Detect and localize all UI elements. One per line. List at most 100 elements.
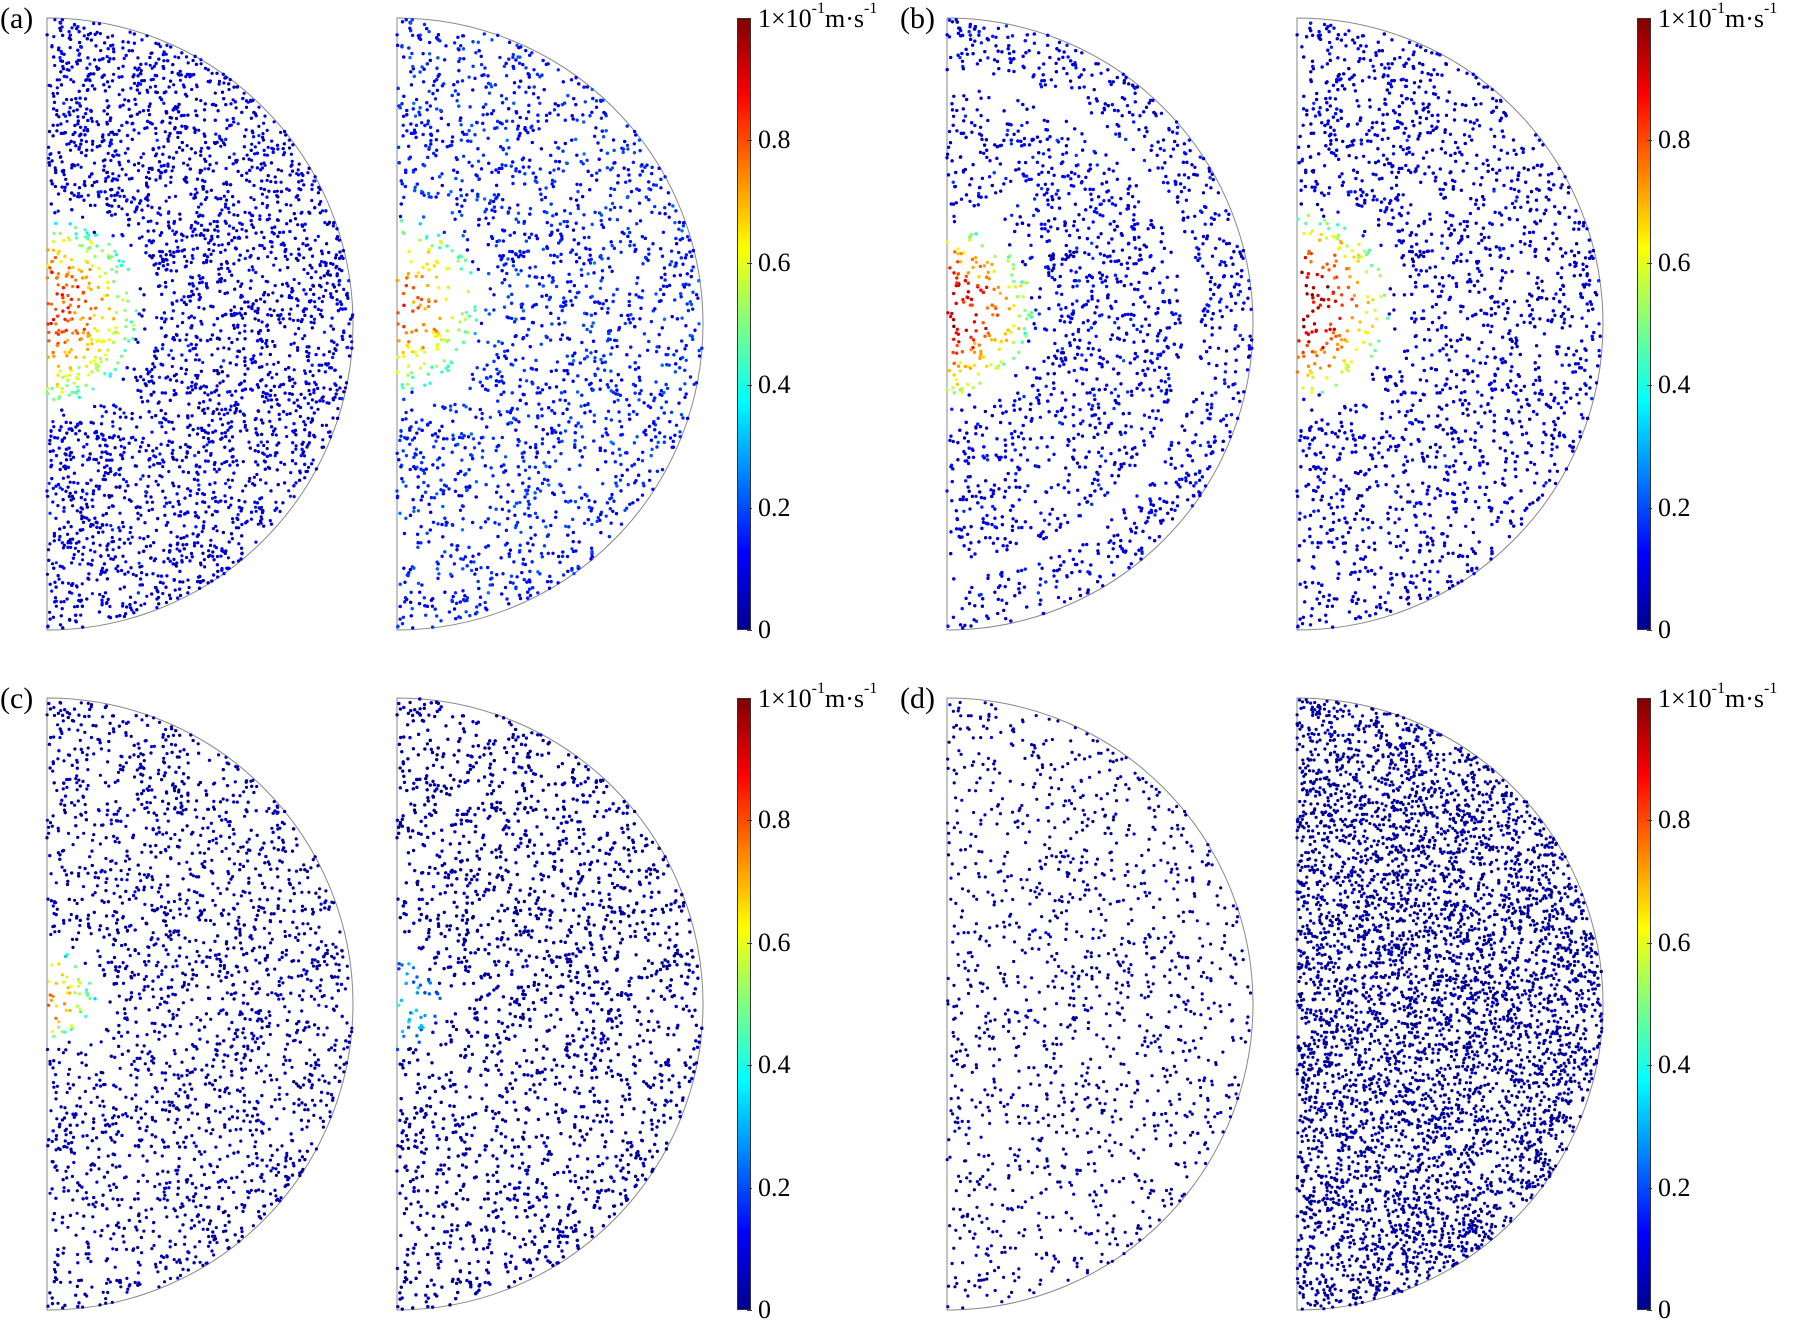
- particle-point: [233, 403, 237, 407]
- particle-point: [176, 324, 180, 328]
- particle-point: [61, 498, 65, 502]
- particle-point: [62, 300, 66, 304]
- particle-point: [202, 492, 206, 497]
- particle-point: [220, 547, 224, 551]
- panel-0: (a) 1×10-1m·s-1 0 0.2 0.4 0.6 0.8: [0, 0, 900, 660]
- particle-point: [141, 152, 146, 156]
- particle-point: [209, 259, 213, 263]
- particle-point: [59, 49, 63, 54]
- particle-point: [166, 139, 170, 143]
- particle-point: [172, 557, 176, 562]
- particle-point: [281, 230, 285, 234]
- particle-point: [259, 162, 263, 166]
- particle-point: [256, 385, 261, 389]
- particle-point: [218, 289, 222, 293]
- particle-point: [262, 121, 266, 125]
- particle-point: [193, 195, 197, 200]
- particle-point: [63, 452, 67, 456]
- particle-point: [314, 400, 318, 404]
- particle-point: [264, 395, 268, 399]
- particle-point: [242, 145, 246, 149]
- particle-point: [109, 142, 113, 146]
- particle-point: [85, 231, 89, 235]
- particle-point: [189, 260, 193, 265]
- particle-point: [75, 585, 79, 589]
- particle-point: [163, 513, 167, 517]
- particle-point: [223, 445, 227, 449]
- particle-point: [79, 165, 83, 169]
- particle-point: [138, 287, 142, 291]
- particle-point: [58, 231, 62, 236]
- particle-point: [256, 443, 260, 447]
- particle-point: [199, 561, 203, 565]
- particle-point: [270, 245, 274, 249]
- particle-point: [191, 247, 195, 251]
- particle-point: [199, 62, 203, 66]
- particle-point: [202, 558, 206, 562]
- particle-point: [212, 369, 216, 373]
- particle-point: [85, 505, 89, 509]
- particle-point: [79, 598, 83, 602]
- particle-point: [69, 545, 73, 550]
- particle-point: [55, 382, 60, 386]
- particle-point: [333, 382, 337, 386]
- particle-point: [92, 313, 96, 318]
- particle-point: [95, 30, 99, 34]
- particle-point: [278, 509, 282, 514]
- particle-point: [249, 213, 254, 217]
- particle-point: [232, 85, 236, 89]
- particle-point: [167, 353, 171, 357]
- particle-point: [108, 144, 112, 148]
- particle-point: [180, 298, 184, 302]
- particle-point: [114, 567, 118, 571]
- particle-point: [205, 443, 209, 447]
- particle-point: [237, 258, 241, 262]
- particle-point: [150, 430, 154, 434]
- particle-point: [183, 179, 187, 183]
- particle-point: [130, 137, 134, 141]
- particle-point: [230, 537, 234, 541]
- particle-point: [337, 238, 341, 242]
- particle-point: [327, 220, 331, 224]
- particle-point: [258, 497, 262, 501]
- particle-point: [201, 360, 205, 365]
- particle-point: [347, 322, 351, 326]
- particle-point: [103, 190, 107, 194]
- particle-point: [207, 167, 211, 171]
- particle-point: [70, 390, 74, 394]
- particle-point: [60, 18, 64, 22]
- particle-point: [207, 549, 211, 553]
- particle-point: [186, 163, 190, 167]
- particle-point: [175, 150, 179, 154]
- particle-point: [129, 436, 134, 440]
- particle-point: [302, 267, 306, 272]
- particle-point: [77, 395, 81, 399]
- particle-point: [122, 541, 126, 545]
- particle-point: [57, 115, 61, 119]
- particle-point: [187, 282, 192, 286]
- particle-point: [78, 96, 82, 100]
- particle-point: [239, 307, 243, 311]
- particle-point: [310, 183, 314, 187]
- particle-point: [223, 248, 227, 252]
- particle-point: [271, 339, 275, 344]
- particle-point: [188, 349, 192, 353]
- particle-point: [211, 550, 215, 554]
- particle-point: [93, 516, 97, 520]
- particle-point: [114, 310, 119, 315]
- particle-point: [310, 462, 314, 466]
- particle-point: [130, 411, 134, 416]
- particle-point: [313, 175, 317, 179]
- particle-point: [334, 392, 338, 396]
- particle-point: [281, 382, 286, 386]
- particle-point: [175, 299, 179, 303]
- particle-point: [291, 450, 295, 454]
- particle-point: [47, 161, 51, 165]
- particle-point: [243, 363, 247, 368]
- particle-point: [287, 312, 292, 316]
- particle-point: [201, 214, 205, 218]
- particle-point: [143, 602, 147, 606]
- particle-point: [95, 180, 99, 184]
- particle-point: [236, 402, 240, 407]
- particle-point: [227, 347, 231, 351]
